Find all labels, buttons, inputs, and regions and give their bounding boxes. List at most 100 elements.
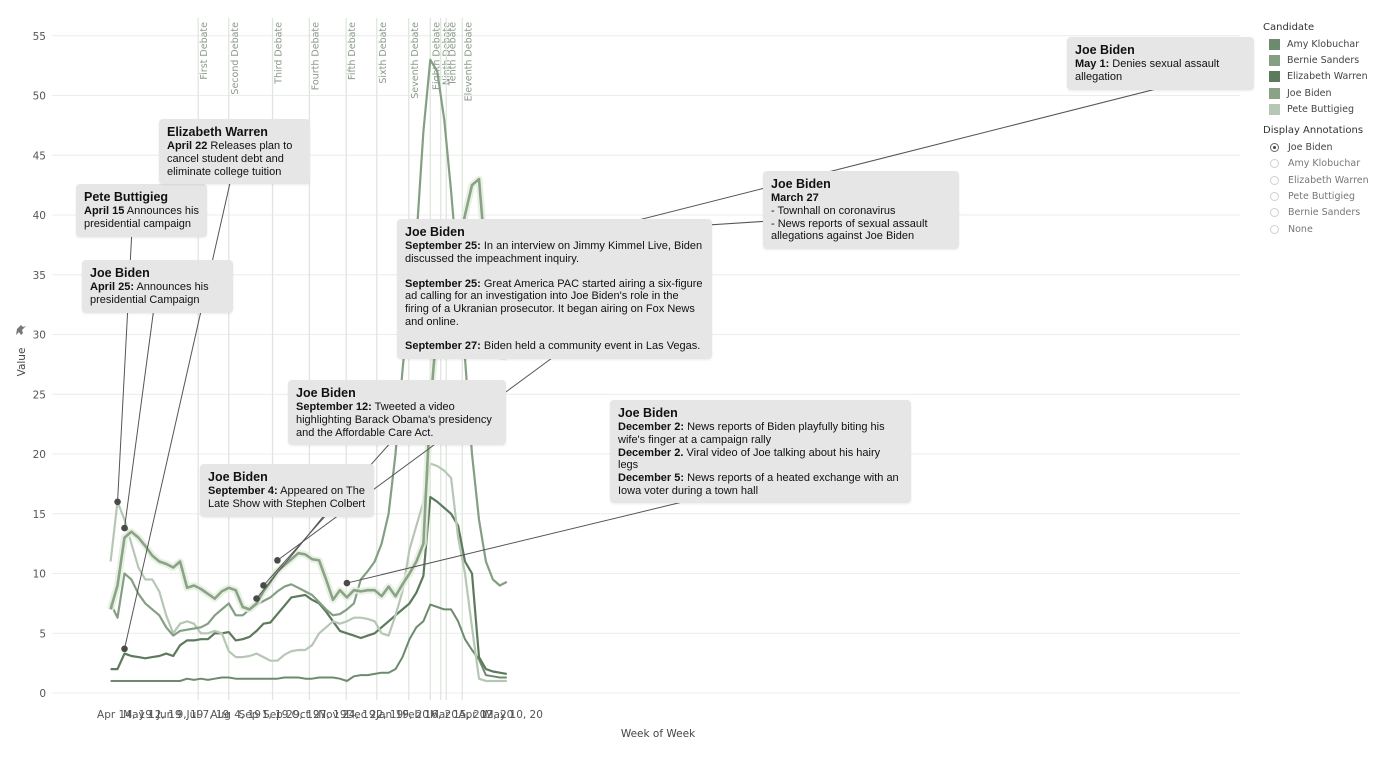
legend-item[interactable]: Amy Klobuchar xyxy=(1263,36,1393,52)
x-tick-label: Aug 4, 19 xyxy=(210,709,261,721)
x-axis-title: Week of Week xyxy=(621,728,696,740)
legend-item[interactable]: Bernie Sanders xyxy=(1263,52,1393,68)
annotation-point xyxy=(343,579,351,587)
radio-label: Pete Buttigieg xyxy=(1288,191,1355,203)
annotation-box: Elizabeth Warren April 22 Releases plan t… xyxy=(159,119,310,185)
legend-item[interactable]: Joe Biden xyxy=(1263,85,1393,101)
y-axis-title: Value xyxy=(16,348,28,377)
debate-label: Eighth Debate xyxy=(431,22,442,90)
annotation-candidate: Joe Biden xyxy=(771,177,831,191)
y-tick-label: 45 xyxy=(33,150,46,162)
annotation-point xyxy=(114,498,121,506)
annotation-candidate: Elizabeth Warren xyxy=(167,125,268,139)
x-tick-label: Mar 15, 20 xyxy=(430,709,487,721)
x-tick-label: Apr 14, 19 xyxy=(97,709,152,721)
y-tick-label: 35 xyxy=(33,270,46,282)
radio-label: Amy Klobuchar xyxy=(1288,158,1361,170)
annotation-box: Joe Biden September 25: In an interview o… xyxy=(397,219,712,359)
series-line-pete-buttigieg xyxy=(109,462,507,683)
annotation-filter-option[interactable]: Pete Buttigieg xyxy=(1263,188,1393,204)
legend-swatch xyxy=(1269,38,1280,50)
annotation-line: September 4: Appeared on The Late Show w… xyxy=(208,485,366,511)
x-tick-label: Sep 1, 19 xyxy=(239,709,289,721)
annotation-line: April 15 Announces his presidential camp… xyxy=(84,205,199,231)
annotation-box: Joe Biden April 25: Announces his preside… xyxy=(82,260,233,313)
annotation-filter-option[interactable]: Bernie Sanders xyxy=(1263,205,1393,221)
annotation-box: Joe Biden September 12: Tweeted a video h… xyxy=(288,380,506,446)
annotation-leader xyxy=(277,357,553,561)
y-tick-label: 0 xyxy=(39,688,46,700)
annotation-point xyxy=(121,645,128,653)
annotation-line: September 12: Tweeted a video highlighti… xyxy=(296,401,492,439)
annotation-line: May 1: Denies sexual assault allegation xyxy=(1075,58,1220,84)
annotation-candidate: Pete Buttigieg xyxy=(84,190,169,204)
debate-label: Second Debate xyxy=(230,22,241,95)
pin-icon xyxy=(16,325,26,335)
annotation-candidate: Joe Biden xyxy=(405,225,465,239)
y-tick-label: 50 xyxy=(33,91,46,103)
annotation-box: Joe Biden May 1: Denies sexual assault al… xyxy=(1067,37,1254,90)
series-line-amy-klobuchar xyxy=(110,603,507,682)
annotation-point xyxy=(260,582,267,589)
annotation-line: September 27: Biden held a community eve… xyxy=(405,340,701,353)
x-tick-label: May 12, 19 xyxy=(123,709,181,721)
display-annotations-title: Display Annotations xyxy=(1263,125,1364,137)
annotation-filter-option[interactable]: None xyxy=(1263,221,1393,237)
x-tick-label: Feb 16, 20 xyxy=(403,709,458,721)
legend-item[interactable]: Pete Buttigieg xyxy=(1263,101,1393,117)
legend-swatch xyxy=(1269,71,1280,83)
annotation-box: Joe Biden March 27- Townhall on coronavir… xyxy=(763,171,959,249)
legend-item[interactable]: Elizabeth Warren xyxy=(1263,69,1393,85)
annotation-line: April 25: Announces his presidential Cam… xyxy=(90,281,209,307)
series-line-elizabeth-warren xyxy=(110,495,507,675)
debate-label: Seventh Debate xyxy=(410,22,421,99)
annotation-line: - Townhall on coronavirus xyxy=(771,205,896,218)
annotation-line: March 27 xyxy=(771,192,819,205)
annotation-filter-option[interactable]: Joe Biden xyxy=(1263,139,1393,155)
y-tick-label: 40 xyxy=(33,210,46,222)
annotation-point xyxy=(121,524,128,532)
radio-button[interactable] xyxy=(1270,175,1279,185)
annotation-candidate: Joe Biden xyxy=(1075,43,1135,57)
y-tick-label: 25 xyxy=(33,389,46,401)
debate-label: Fourth Debate xyxy=(310,22,321,90)
series-line-bernie-sanders xyxy=(109,58,508,637)
radio-label: None xyxy=(1288,223,1313,235)
legend-label: Bernie Sanders xyxy=(1287,54,1360,66)
legend-label: Pete Buttigieg xyxy=(1287,103,1354,115)
annotation-filter-option[interactable]: Amy Klobuchar xyxy=(1263,156,1393,172)
radio-button[interactable] xyxy=(1270,208,1279,218)
annotation-box: Pete Buttigieg April 15 Announces his pre… xyxy=(76,184,207,237)
legend-title: Candidate xyxy=(1263,22,1315,33)
annotation-leader xyxy=(256,511,328,599)
annotation-line: September 25: Great America PAC started … xyxy=(405,277,703,328)
annotation-leader xyxy=(117,209,134,502)
y-tick-label: 20 xyxy=(33,449,46,461)
radio-label: Elizabeth Warren xyxy=(1288,174,1369,186)
radio-label: Joe Biden xyxy=(1288,142,1333,154)
debate-label: Eleventh Debate xyxy=(463,22,474,101)
annotation-filter-option[interactable]: Elizabeth Warren xyxy=(1263,172,1393,188)
x-tick-label: Nov 24, 19 xyxy=(318,709,375,721)
radio-button[interactable] xyxy=(1270,143,1279,153)
x-tick-label: Apr 12, 20 xyxy=(458,709,513,721)
annotation-box: Joe Biden December 2: News reports of Bid… xyxy=(610,400,911,504)
y-tick-label: 5 xyxy=(39,628,46,640)
radio-button[interactable] xyxy=(1270,159,1279,169)
debate-label: First Debate xyxy=(199,22,210,80)
debate-label: Fifth Debate xyxy=(347,22,358,80)
annotation-candidate: Joe Biden xyxy=(208,470,268,484)
annotation-line: - News reports of sexual assault allegat… xyxy=(771,217,928,243)
annotation-leader xyxy=(124,299,156,529)
y-tick-label: 15 xyxy=(33,509,46,521)
debate-label: Third Debate xyxy=(274,22,285,85)
radio-button[interactable] xyxy=(1270,192,1279,202)
radio-button[interactable] xyxy=(1270,224,1279,234)
annotation-point xyxy=(274,557,281,564)
legend-label: Elizabeth Warren xyxy=(1287,71,1368,83)
annotation-line: December 2: News reports of Biden playfu… xyxy=(618,421,885,447)
legend-swatch xyxy=(1269,103,1280,115)
annotation-candidate: Joe Biden xyxy=(90,266,150,280)
annotation-box: Joe Biden September 4: Appeared on The La… xyxy=(200,464,374,517)
